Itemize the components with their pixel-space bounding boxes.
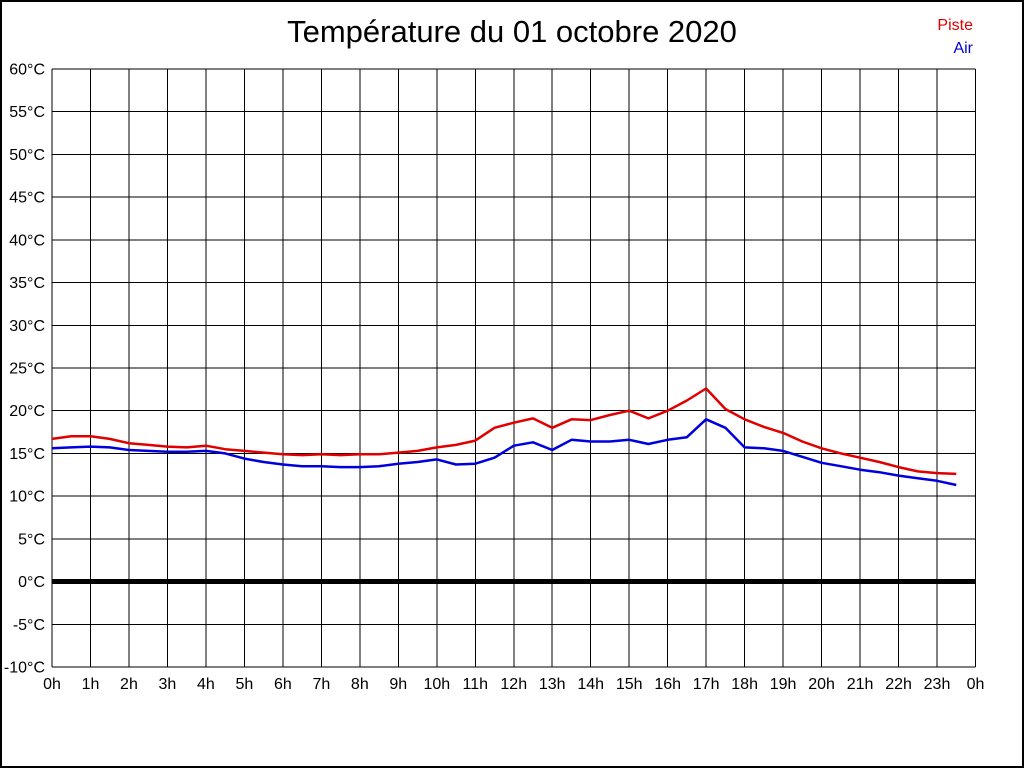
y-tick-label: 40°C bbox=[9, 232, 45, 249]
y-tick-label: -10°C bbox=[4, 660, 45, 677]
y-tick-label: 25°C bbox=[9, 361, 45, 378]
x-tick-label: 13h bbox=[539, 676, 566, 693]
y-tick-label: 30°C bbox=[9, 318, 45, 335]
x-tick-label: 0h bbox=[43, 676, 61, 693]
y-tick-label: 55°C bbox=[9, 104, 45, 121]
x-tick-label: 9h bbox=[389, 676, 407, 693]
air-line bbox=[51, 418, 957, 487]
y-tick-label: 5°C bbox=[18, 531, 45, 548]
y-tick-label: 15°C bbox=[9, 446, 45, 463]
x-tick-label: 1h bbox=[82, 676, 100, 693]
x-tick-label: 0h bbox=[967, 676, 985, 693]
x-tick-label: 3h bbox=[159, 676, 177, 693]
x-tick-label: 15h bbox=[616, 676, 643, 693]
x-tick-label: 5h bbox=[235, 676, 253, 693]
x-tick-label: 14h bbox=[577, 676, 604, 693]
y-tick-label: 45°C bbox=[9, 190, 45, 207]
x-tick-label: 23h bbox=[924, 676, 951, 693]
x-tick-label: 11h bbox=[463, 676, 489, 693]
x-tick-label: 17h bbox=[693, 676, 720, 693]
x-tick-label: 7h bbox=[312, 676, 330, 693]
legend-item-piste: Piste bbox=[937, 17, 973, 34]
y-tick-label: 50°C bbox=[9, 147, 45, 164]
legend: Piste Air bbox=[937, 14, 973, 60]
x-tick-label: 22h bbox=[885, 676, 912, 693]
x-tick-label: 4h bbox=[197, 676, 215, 693]
y-tick-label: 20°C bbox=[9, 403, 45, 420]
legend-item-air: Air bbox=[953, 40, 973, 57]
x-tick-label: 12h bbox=[500, 676, 527, 693]
x-tick-label: 2h bbox=[120, 676, 138, 693]
y-tick-label: 35°C bbox=[9, 275, 45, 292]
y-tick-label: -5°C bbox=[13, 617, 45, 634]
x-tick-label: 6h bbox=[274, 676, 292, 693]
x-tick-label: 20h bbox=[808, 676, 835, 693]
x-tick-label: 10h bbox=[423, 676, 450, 693]
y-tick-label: 0°C bbox=[18, 574, 45, 591]
piste-line bbox=[51, 387, 957, 476]
y-tick-label: 60°C bbox=[9, 62, 45, 79]
x-tick-label: 8h bbox=[351, 676, 369, 693]
y-tick-label: 10°C bbox=[9, 489, 45, 506]
x-tick-label: 18h bbox=[731, 676, 758, 693]
x-tick-label: 19h bbox=[770, 676, 797, 693]
x-tick-label: 16h bbox=[654, 676, 681, 693]
chart-title: Température du 01 octobre 2020 bbox=[287, 14, 737, 49]
x-tick-label: 21h bbox=[847, 676, 874, 693]
